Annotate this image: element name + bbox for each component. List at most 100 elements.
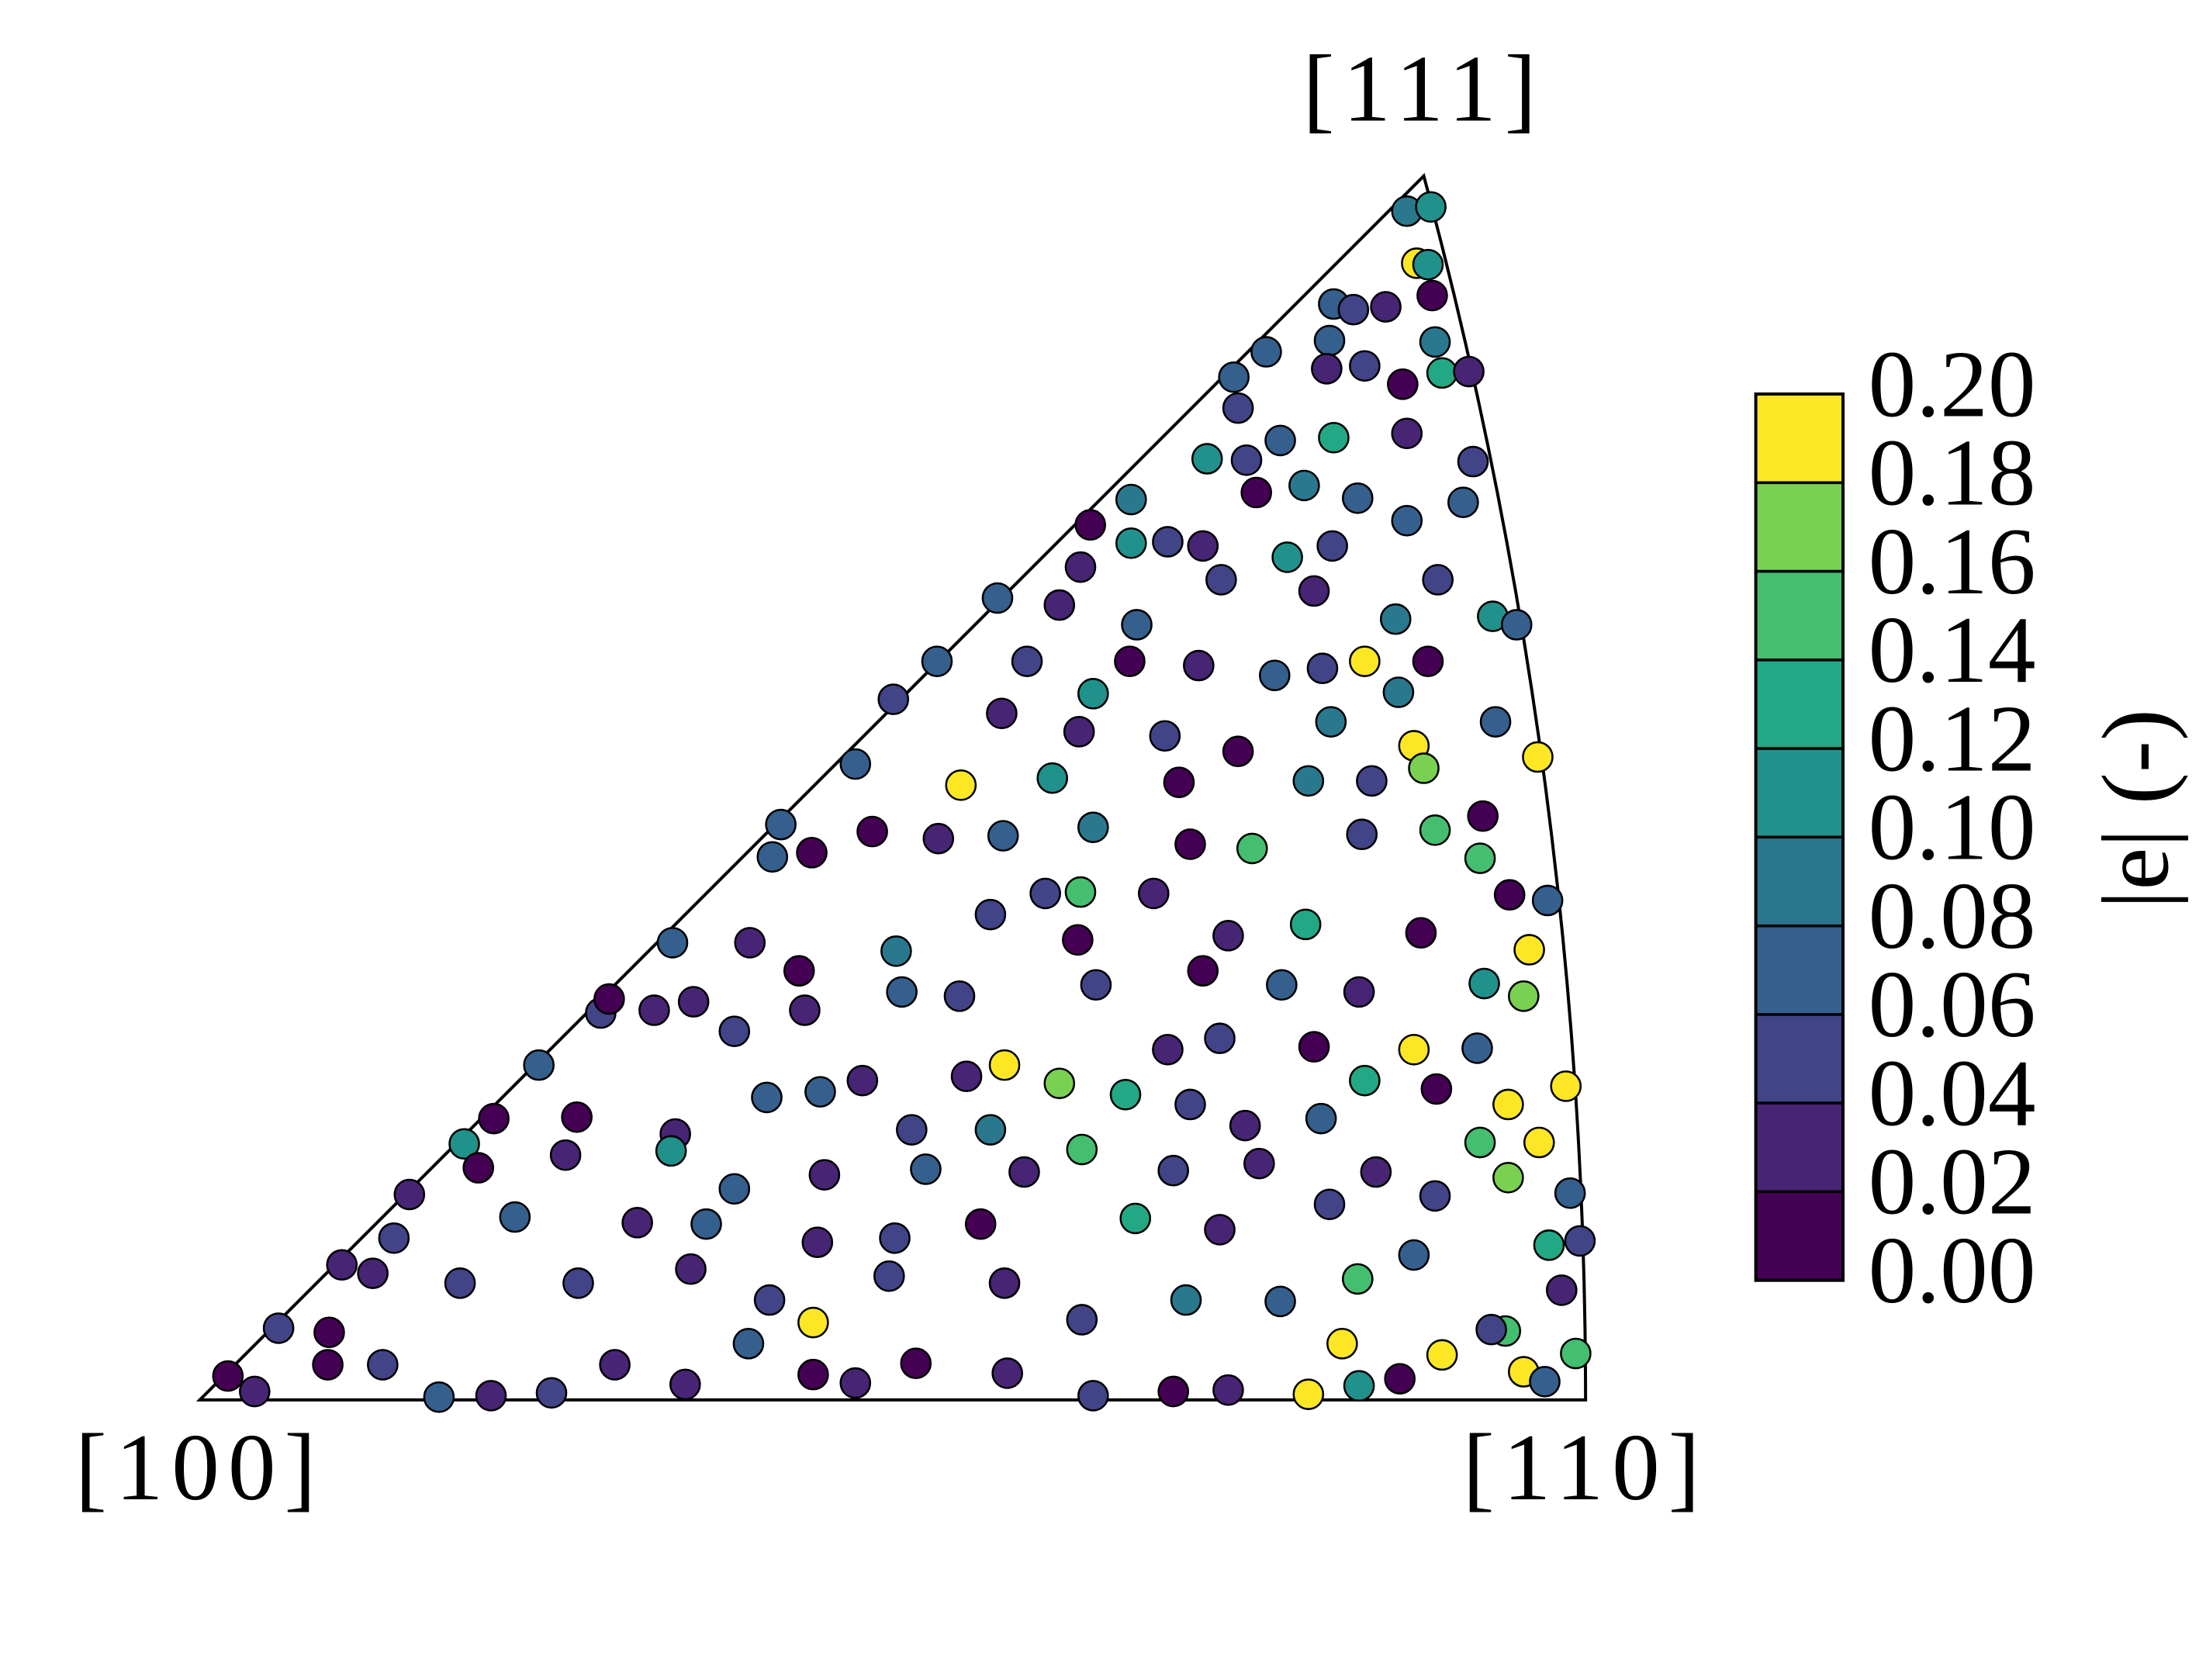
data-point: [562, 1267, 594, 1299]
data-point: [1229, 1109, 1261, 1142]
data-point: [1467, 800, 1499, 832]
data-point: [1258, 659, 1291, 692]
data-point: [1174, 828, 1206, 860]
data-point: [1062, 924, 1094, 956]
colorbar-segment: [1755, 1103, 1844, 1192]
data-point: [312, 1349, 344, 1381]
data-point: [1187, 530, 1219, 562]
data-point: [1205, 564, 1237, 596]
ipf-boundary: [195, 173, 1588, 1402]
data-point: [839, 1367, 872, 1399]
data-point: [478, 1102, 510, 1135]
data-point: [922, 822, 955, 855]
data-point: [1356, 765, 1388, 797]
colorbar-tick-label: 0.14: [1869, 596, 2036, 703]
data-point: [1453, 355, 1485, 388]
data-point: [1420, 1073, 1453, 1105]
data-point: [1419, 814, 1451, 846]
data-point: [856, 815, 888, 848]
data-point: [1064, 876, 1097, 908]
data-point: [718, 1173, 751, 1205]
data-point: [718, 1015, 751, 1047]
data-point: [1360, 1156, 1392, 1188]
data-point: [357, 1257, 389, 1289]
data-point: [1529, 1365, 1561, 1398]
data-point: [1464, 1126, 1496, 1159]
data-point: [1346, 818, 1378, 851]
data-point: [326, 1249, 358, 1281]
data-point: [981, 582, 1014, 614]
data-point: [732, 1328, 765, 1360]
data-point: [1077, 678, 1109, 710]
data-point: [1382, 676, 1415, 708]
data-point: [1170, 1284, 1202, 1316]
data-point: [423, 1381, 455, 1413]
colorbar-segment: [1755, 837, 1844, 926]
data-point: [797, 1306, 829, 1339]
data-point: [1523, 1126, 1555, 1159]
data-point: [1313, 1188, 1346, 1221]
data-point: [1064, 551, 1097, 583]
data-point: [1115, 483, 1147, 516]
data-point: [783, 955, 815, 987]
colorbar-tick-label: 0.10: [1869, 774, 2036, 880]
data-point: [1522, 741, 1554, 773]
data-point: [1468, 967, 1500, 1000]
data-point: [1479, 706, 1512, 738]
data-point: [1298, 575, 1330, 607]
data-point: [1137, 877, 1170, 910]
data-point: [1149, 720, 1181, 752]
data-point: [1341, 482, 1374, 514]
data-point: [734, 927, 766, 959]
data-point: [879, 1222, 911, 1254]
data-point: [1292, 765, 1325, 797]
data-point: [1222, 735, 1254, 768]
data-point: [1370, 291, 1402, 323]
data-point: [1492, 1161, 1524, 1194]
data-point: [475, 1380, 507, 1412]
data-point: [1183, 649, 1215, 682]
data-point: [1349, 350, 1381, 382]
data-point: [1564, 1225, 1596, 1257]
data-point: [945, 769, 977, 801]
data-point: [1074, 509, 1106, 541]
data-point: [753, 1284, 786, 1316]
colorbar-tick-label: 0.16: [1869, 508, 2036, 614]
data-point: [1412, 645, 1444, 677]
data-point: [1240, 476, 1273, 509]
data-point: [462, 1152, 494, 1184]
pole-label: [100]: [75, 1414, 325, 1520]
data-point: [313, 1316, 345, 1349]
data-point: [1343, 1370, 1375, 1402]
pole-label: [110]: [1463, 1414, 1709, 1520]
data-point: [804, 1076, 836, 1108]
data-point: [1349, 645, 1381, 677]
data-point: [1508, 980, 1540, 1012]
data-point: [1298, 1031, 1330, 1063]
data-point: [839, 748, 872, 780]
data-point: [988, 1049, 1021, 1081]
data-point: [1379, 603, 1412, 635]
data-point: [444, 1267, 476, 1299]
data-point: [1163, 766, 1195, 798]
data-point: [1212, 920, 1244, 952]
colorbar-segment: [1755, 394, 1844, 483]
data-point: [1218, 361, 1250, 393]
data-point: [1316, 530, 1348, 562]
data-point: [1500, 609, 1533, 641]
data-point: [1043, 589, 1076, 621]
data-point: [1461, 1032, 1493, 1064]
data-point: [1080, 969, 1112, 1001]
colorbar-tick-label: 0.02: [1869, 1129, 2036, 1235]
data-point: [638, 994, 670, 1026]
data-point: [986, 697, 1018, 730]
data-point: [1191, 443, 1223, 475]
data-point: [1250, 336, 1282, 368]
data-point: [1063, 716, 1095, 748]
data-point: [1554, 1177, 1586, 1209]
data-point: [964, 1208, 997, 1240]
data-point: [212, 1360, 244, 1392]
data-point: [656, 927, 689, 959]
data-point: [1464, 842, 1496, 874]
data-point: [677, 986, 710, 1018]
